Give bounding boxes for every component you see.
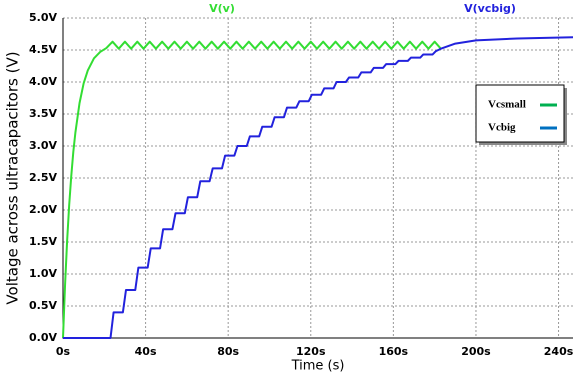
x-tick-label: 200s — [461, 345, 491, 358]
legend-label: Vcbig — [488, 122, 516, 134]
x-tick-label: 160s — [379, 345, 409, 358]
y-tick-label: 4.5V — [29, 43, 57, 56]
x-tick-label: 120s — [296, 345, 326, 358]
series-line — [63, 36, 573, 339]
y-tick-label: 5.0V — [29, 11, 57, 24]
series-label: V(v) — [209, 2, 235, 15]
legend-box — [475, 84, 565, 143]
x-axis-label: Time (s) — [291, 359, 345, 374]
y-tick-label: 3.0V — [29, 139, 57, 152]
x-tick-label: 240s — [544, 345, 573, 358]
x-tick-label: 40s — [135, 345, 157, 358]
y-tick-label: 2.0V — [29, 203, 57, 216]
y-tick-label: 2.5V — [29, 171, 57, 184]
y-tick-label: 0.5V — [29, 299, 57, 312]
legend-label: Vcsmall — [488, 99, 526, 111]
y-tick-label: 1.0V — [29, 267, 57, 280]
series-label: V(vcbig) — [464, 2, 516, 15]
x-tick-label: 0s — [56, 345, 71, 358]
y-tick-label: 4.0V — [29, 75, 57, 88]
y-axis-label: Voltage across ultracapacitors (V) — [4, 51, 22, 304]
y-tick-label: 0.0V — [29, 331, 57, 344]
x-tick-label: 80s — [217, 345, 239, 358]
y-tick-label: 3.5V — [29, 107, 57, 120]
series-line — [62, 40, 442, 339]
y-tick-label: 1.5V — [29, 235, 57, 248]
